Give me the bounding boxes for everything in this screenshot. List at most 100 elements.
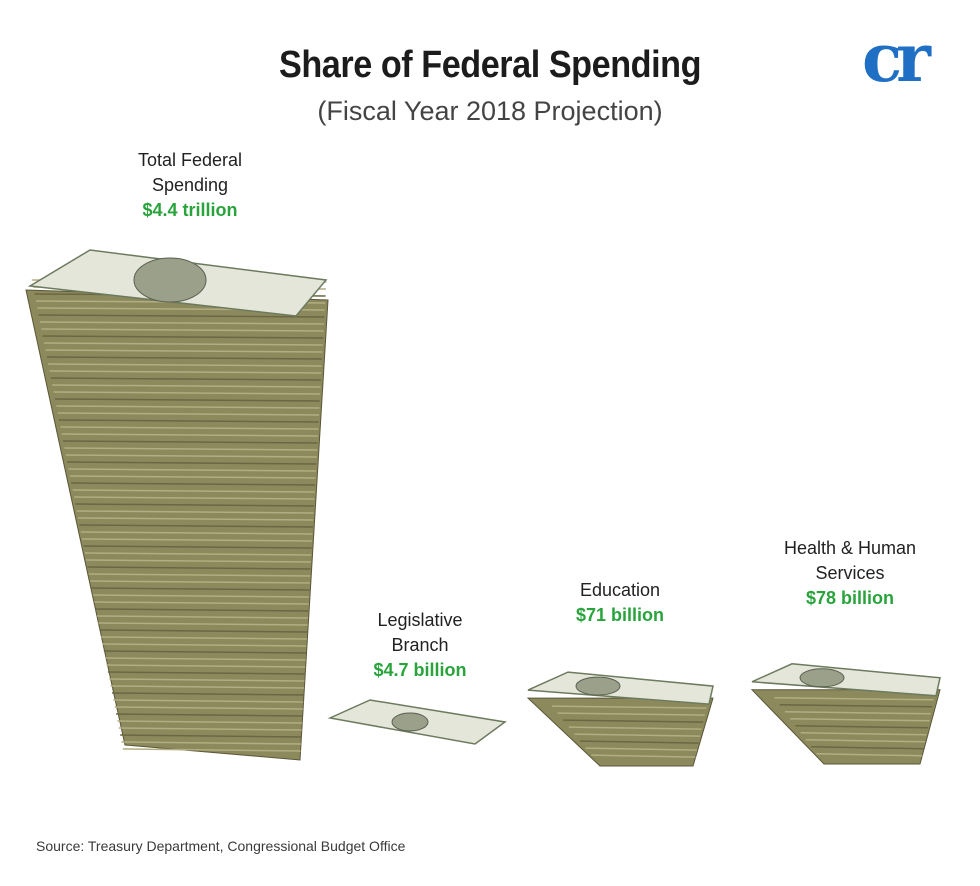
bill-edge-line	[56, 405, 320, 409]
bill-edge-line	[67, 461, 317, 465]
category-label: Total Federal Spending	[137, 150, 243, 195]
top-bill	[751, 663, 941, 697]
bill-edge-line	[86, 559, 311, 563]
bill-edge-line	[57, 412, 320, 416]
bill-edge-line	[73, 496, 315, 500]
money-stack-bar	[526, 671, 714, 767]
money-stack-bar	[327, 699, 507, 745]
bill-edge-line	[790, 718, 930, 722]
bill-edge-line	[50, 377, 321, 381]
bill-edge-line	[122, 748, 301, 752]
bill-edge-line	[116, 713, 303, 717]
money-stack-bar	[750, 663, 941, 765]
chart-subtitle: (Fiscal Year 2018 Projection)	[317, 96, 663, 126]
bill-edge-line	[95, 608, 309, 612]
bill-edge-line	[795, 725, 928, 729]
bill-edge-line	[109, 678, 305, 682]
bill-edge-line	[49, 370, 322, 374]
chart-title: Share of Federal Spending	[278, 44, 702, 86]
bill-edge-line	[110, 685, 305, 689]
bill-edge-line	[65, 454, 317, 458]
bill-edge-line	[52, 384, 321, 388]
bill-edge-line	[105, 657, 306, 661]
value-label: $78 billion	[805, 588, 895, 608]
bill-edge-line	[45, 349, 323, 353]
bill-edge-line	[118, 727, 302, 731]
bill-edge-line	[38, 314, 325, 318]
bill-edge-line	[72, 489, 315, 493]
bill-edge-line	[568, 726, 702, 730]
bill-edge-line	[88, 573, 311, 577]
bill-edge-line	[103, 650, 306, 654]
bill-edge-line	[800, 732, 927, 736]
bill-edge-line	[83, 545, 312, 549]
bill-edge-line	[68, 468, 316, 472]
bill-edge-line	[111, 692, 304, 696]
bill-edge-line	[774, 697, 934, 701]
bill-edge-line	[46, 356, 323, 360]
value-label: $71 billion	[575, 605, 665, 625]
bill-edge-line	[91, 587, 310, 591]
bill-edge-line	[98, 622, 308, 626]
bill-edge-line	[97, 615, 308, 619]
bill-edge-line	[107, 671, 305, 675]
money-stack-bar	[25, 249, 329, 761]
bill-edge-line	[591, 754, 696, 758]
bill-edge-line	[580, 740, 699, 744]
bill-edge-line	[87, 566, 311, 570]
bill-edge-line	[60, 426, 319, 430]
bill-edge-line	[106, 664, 306, 668]
bill-edge-line	[557, 712, 705, 716]
bill-edge-line	[39, 321, 325, 325]
bill-edge-line	[79, 524, 313, 528]
bill-edge-line	[41, 328, 324, 332]
top-bill	[527, 671, 714, 705]
label-health-human-services: Health & Human Services $78 billion	[760, 536, 940, 611]
bill-edge-line	[54, 398, 320, 402]
bill-edge-line	[90, 580, 310, 584]
value-label: $4.4 trillion	[142, 200, 238, 220]
bill-edge-line	[82, 538, 313, 542]
source-note: Source: Treasury Department, Congression…	[36, 838, 406, 854]
category-label: Education	[579, 580, 661, 600]
bill-edge-line	[42, 335, 324, 339]
label-education: Education $71 billion	[545, 578, 695, 628]
bill-edge-line	[811, 746, 924, 750]
bill-edge-line	[53, 391, 321, 395]
bill-edge-line	[78, 517, 314, 521]
bill-edge-line	[58, 419, 319, 423]
bill-edge-line	[69, 475, 316, 479]
bill-edge-line	[94, 601, 309, 605]
category-label: Legislative Branch	[377, 610, 463, 655]
category-label: Health & Human Services	[783, 538, 917, 583]
bill-edge-line	[63, 440, 318, 444]
stack-body	[25, 289, 329, 761]
bill-portrait	[799, 668, 845, 688]
bill-edge-line	[64, 447, 318, 451]
bill-edge-line	[784, 711, 931, 715]
bill-edge-line	[76, 510, 314, 514]
bill-edge-line	[805, 739, 926, 743]
label-total-federal-spending: Total Federal Spending $4.4 trillion	[110, 148, 270, 223]
bill-edge-line	[552, 705, 707, 709]
bill-edge-line	[563, 719, 704, 723]
bill-edge-line	[113, 699, 304, 703]
bill-edge-line	[117, 720, 303, 724]
bill-edge-line	[101, 636, 307, 640]
bill-portrait	[133, 257, 207, 303]
bill-edge-line	[102, 643, 307, 647]
bill-edge-line	[75, 503, 315, 507]
bill-edge-line	[61, 433, 318, 437]
bill-edge-line	[48, 363, 322, 367]
bill-portrait	[391, 712, 429, 732]
cr-logo: cr	[862, 19, 931, 97]
bill-edge-line	[574, 733, 701, 737]
bill-edge-line	[80, 531, 313, 535]
bill-edge-line	[44, 342, 323, 346]
bill-edge-line	[71, 482, 316, 486]
bill-edge-line	[114, 706, 303, 710]
bill-edge-line	[585, 747, 697, 751]
bill-edge-line	[121, 741, 301, 745]
bill-edge-line	[92, 594, 310, 598]
